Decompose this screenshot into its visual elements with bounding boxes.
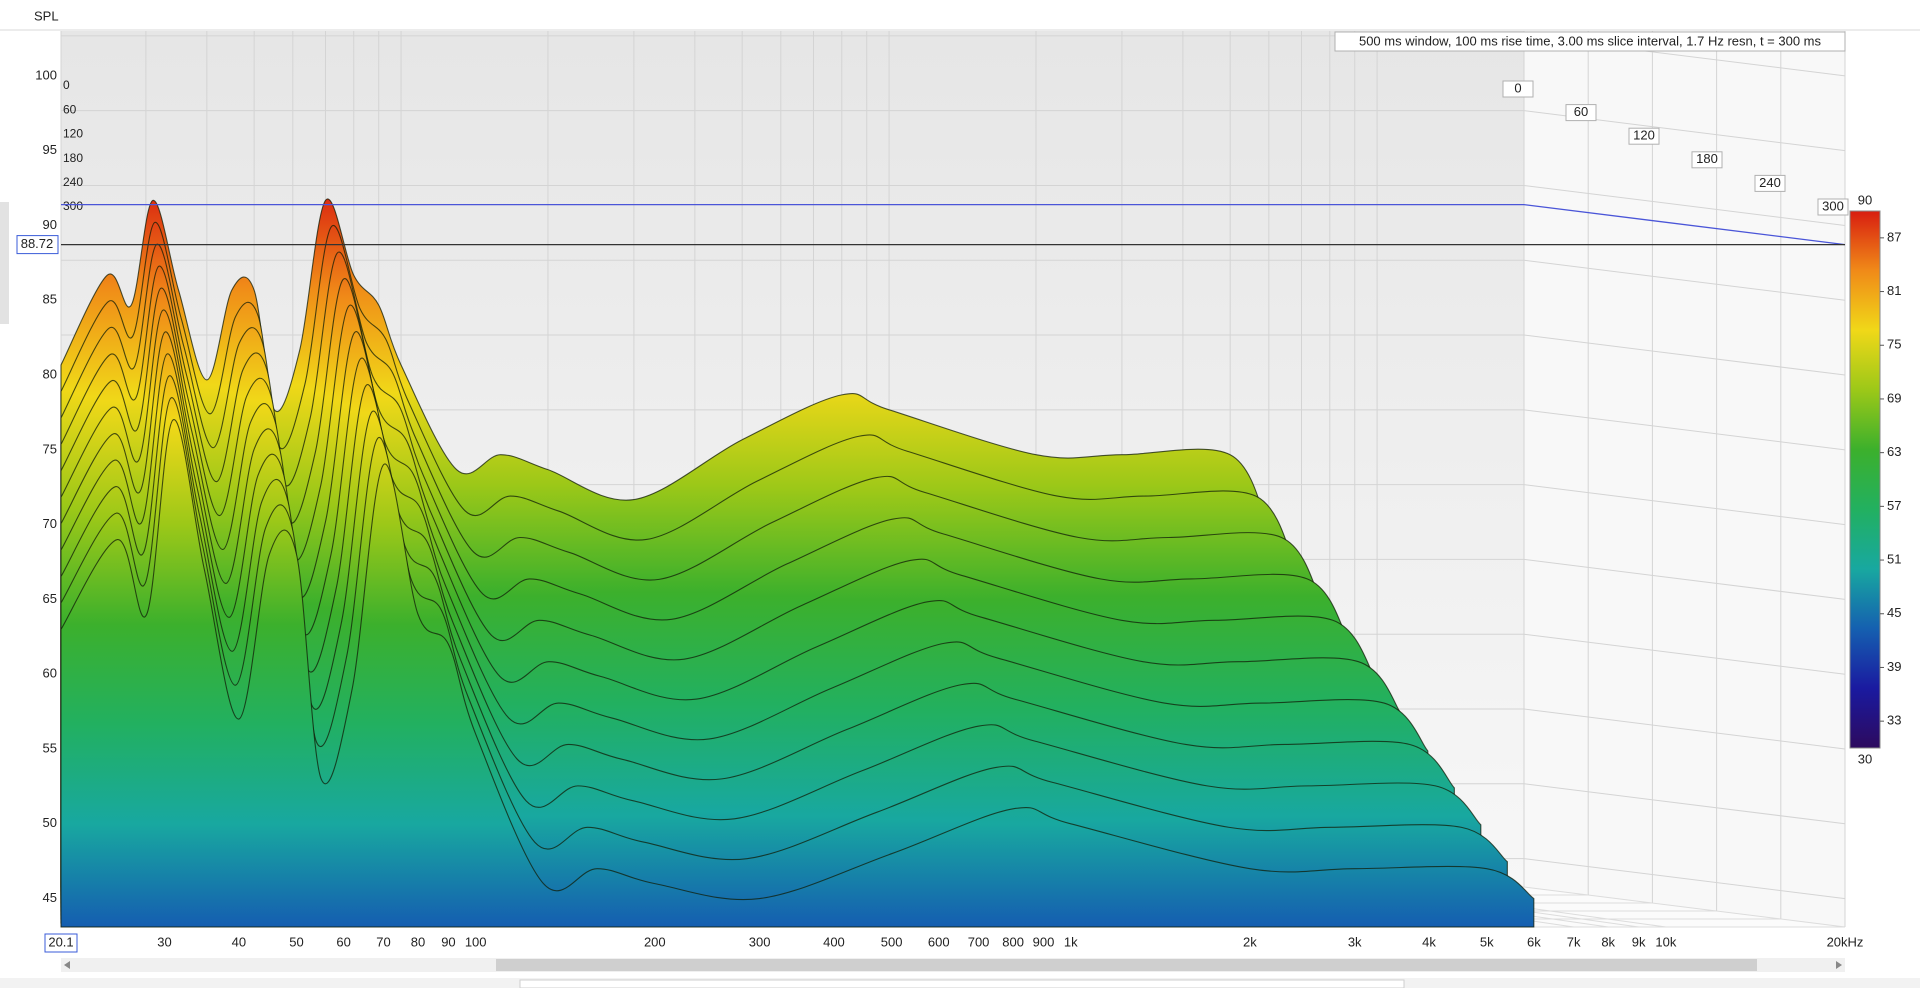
wall-line (1523, 858, 1846, 900)
scroll-left[interactable] (64, 961, 70, 969)
x-tick-label: 100 (465, 934, 487, 949)
colorbar-max-label: 90 (1858, 192, 1872, 207)
wall-line (1523, 633, 1846, 675)
time-tick-label: 60 (63, 102, 77, 116)
y-tick-label: 60 (43, 666, 57, 681)
x-tick-label: 900 (1033, 934, 1055, 949)
y-tick-label: 100 (35, 67, 57, 82)
colorbar-tick-label: 87 (1887, 229, 1901, 244)
time-tick-label: 60 (1574, 104, 1588, 119)
y-tick-label: 45 (43, 890, 57, 905)
y-tick-label: 55 (43, 740, 57, 755)
time-tick-box (1754, 174, 1786, 192)
x-tick-label: 20kHz (1827, 934, 1864, 949)
x-tick-label: 9k (1632, 934, 1646, 949)
x-tick-label: 600 (928, 934, 950, 949)
y-tick-label: 50 (43, 815, 57, 830)
x-tick-label: 80 (411, 934, 425, 949)
y-tick-label: 70 (43, 516, 57, 531)
time-tick-box (1817, 198, 1849, 216)
time-tick-label: 0 (63, 78, 70, 92)
h-scrollbar-thumb[interactable] (496, 959, 1757, 971)
time-tick-label: 240 (63, 175, 83, 189)
x-tick-label: 5k (1480, 934, 1494, 949)
x-tick-label: 10k (1655, 934, 1676, 949)
time-tick-label: 240 (1759, 175, 1781, 190)
y-tick-label: 75 (43, 441, 57, 456)
wall-line (1523, 708, 1846, 750)
colorbar-min-label: 30 (1858, 751, 1872, 766)
colorbar (1849, 210, 1881, 749)
x-tick-label: 2k (1243, 934, 1257, 949)
cursor-y-label: 88.72 (21, 236, 54, 251)
slices (60, 198, 1535, 928)
colorbar-tick-label: 81 (1887, 283, 1901, 298)
y-tick-label: 85 (43, 292, 57, 307)
x-tick-label: 60 (336, 934, 350, 949)
cursor-x-box (44, 933, 78, 953)
x-tick-label: 30 (157, 934, 171, 949)
wall-line (1523, 484, 1846, 526)
time-tick-label: 180 (63, 151, 83, 165)
wall-line (1523, 558, 1846, 600)
wall-line (1523, 334, 1846, 376)
time-tick-box (1628, 127, 1660, 145)
peak-line (61, 203, 1846, 246)
cursor-x-label: 20.1 (48, 934, 73, 949)
y-tick-label: 95 (43, 142, 57, 157)
wall-line (1523, 409, 1846, 451)
x-tick-label: 3k (1348, 934, 1362, 949)
floor-line (1523, 886, 1846, 928)
y-tick-label: 65 (43, 591, 57, 606)
x-tick-label: 50 (289, 934, 303, 949)
annotation: 500 ms window, 100 ms rise time, 3.00 ms… (1359, 33, 1822, 48)
left-scrollbar[interactable] (0, 202, 9, 324)
wall-line (1523, 259, 1846, 301)
colorbar-tick-label: 45 (1887, 605, 1901, 620)
time-tick-box (1565, 104, 1597, 122)
wall-line (1523, 783, 1846, 825)
x-tick-label: 4k (1422, 934, 1436, 949)
time-tick-box (1502, 80, 1534, 98)
colorbar-tick-label: 39 (1887, 659, 1901, 674)
y-tick-label: 90 (43, 217, 57, 232)
time-tick-label: 120 (63, 127, 83, 141)
slice-surface (60, 419, 1535, 928)
wall-line (1523, 184, 1846, 226)
colorbar-tick-label: 33 (1887, 713, 1901, 728)
colorbar-tick-label: 63 (1887, 444, 1901, 459)
x-tick-label: 200 (644, 934, 666, 949)
time-tick-label: 300 (63, 199, 83, 213)
x-tick-label: 800 (1002, 934, 1024, 949)
colorbar-tick-label: 75 (1887, 337, 1901, 352)
x-tick-label: 300 (749, 934, 771, 949)
y-axis-label: SPL (34, 8, 59, 23)
x-tick-label: 1k (1064, 934, 1078, 949)
colorbar-tick-label: 69 (1887, 390, 1901, 405)
colorbar-tick-label: 57 (1887, 498, 1901, 513)
overlay: 30 40 50 60 70 80 90 100 200 300 400 500 600 700 800 90… (16, 67, 1901, 953)
x-tick-label: 6k (1527, 934, 1541, 949)
time-tick-label: 0 (1514, 80, 1521, 95)
right-wall (1524, 31, 1845, 927)
time-tick-label: 120 (1633, 128, 1655, 143)
x-tick-label: 7k (1567, 934, 1581, 949)
y-tick-label: 80 (43, 366, 57, 381)
time-tick-label: 180 (1696, 151, 1718, 166)
x-tick-label: 500 (881, 934, 903, 949)
scroll-right[interactable] (1836, 961, 1842, 969)
x-tick-label: 70 (376, 934, 390, 949)
time-tick-label: 300 (1822, 198, 1844, 213)
x-tick-label: 400 (823, 934, 845, 949)
x-tick-label: 40 (232, 934, 246, 949)
annotation-box (1334, 31, 1846, 52)
x-tick-label: 8k (1601, 934, 1615, 949)
time-tick-box (1691, 151, 1723, 169)
bottom-panel (519, 979, 1405, 988)
x-tick-label: 700 (968, 934, 990, 949)
cursor-y-box (16, 235, 59, 255)
x-tick-label: 90 (441, 934, 455, 949)
colorbar-tick-label: 51 (1887, 551, 1901, 566)
